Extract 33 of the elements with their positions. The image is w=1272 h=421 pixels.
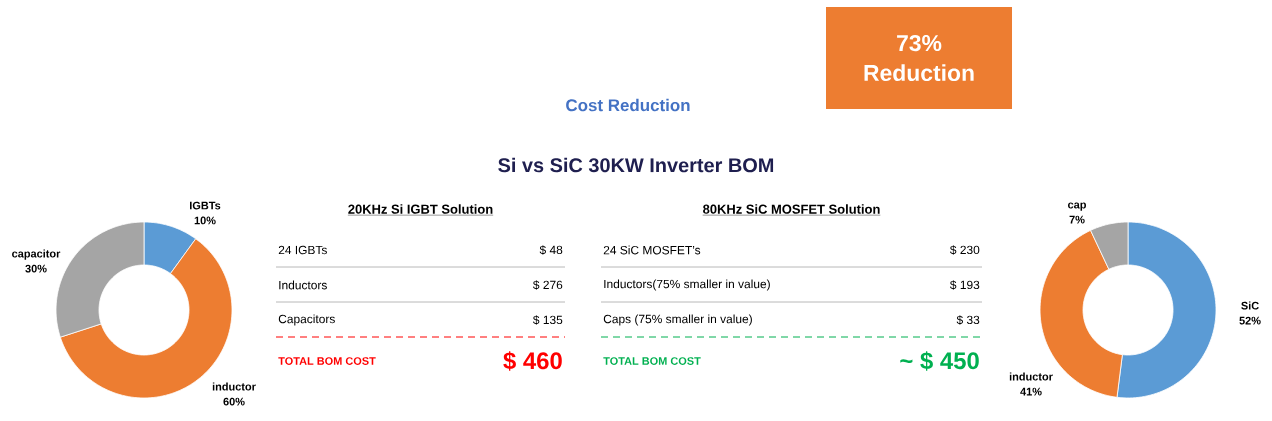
text: $ 193	[950, 280, 980, 290]
text: Si vs SiC 30KW Inverter BOM	[498, 157, 774, 173]
text: 24 IGBTs	[278, 245, 327, 255]
slice-label: inductor	[1009, 372, 1053, 381]
slice-label: IGBTs	[190, 201, 221, 210]
text: $ 33	[956, 315, 980, 325]
text: $ 230	[950, 245, 980, 255]
data-label: 60%	[223, 397, 245, 406]
slice-label: cap	[1068, 202, 1086, 211]
text: 80KHz SiC MOSFET Solution	[703, 204, 880, 214]
text: Caps (75% smaller in value)	[603, 314, 752, 326]
slice-label: SiC	[1241, 301, 1259, 310]
data-label: 7%	[1069, 215, 1085, 224]
text: $ 48	[539, 245, 563, 255]
data-label: 30%	[25, 264, 47, 273]
data-label: 52%	[1239, 316, 1261, 325]
text: 20KHz Si IGBT Solution	[348, 204, 493, 214]
text: TOTAL BOM COST	[603, 357, 701, 365]
slice-label: inductor	[212, 382, 256, 391]
text: Cost Reduction	[566, 98, 690, 112]
slice-label: capacitor	[12, 249, 61, 260]
text: ~ $ 450	[900, 351, 979, 371]
text: $ 276	[533, 280, 563, 290]
text: 24 SiC MOSFET’s	[603, 245, 701, 255]
text: TOTAL BOM COST	[278, 357, 376, 365]
text: $ 460	[503, 351, 562, 371]
data-label: 10%	[194, 216, 216, 225]
data-label: 41%	[1020, 387, 1042, 396]
text: Capacitors	[278, 314, 335, 326]
text: 73% Reduction	[864, 34, 974, 82]
text: Inductors(75% smaller in value)	[604, 279, 770, 291]
text: $ 135	[533, 315, 563, 325]
text: Inductors	[279, 280, 327, 290]
